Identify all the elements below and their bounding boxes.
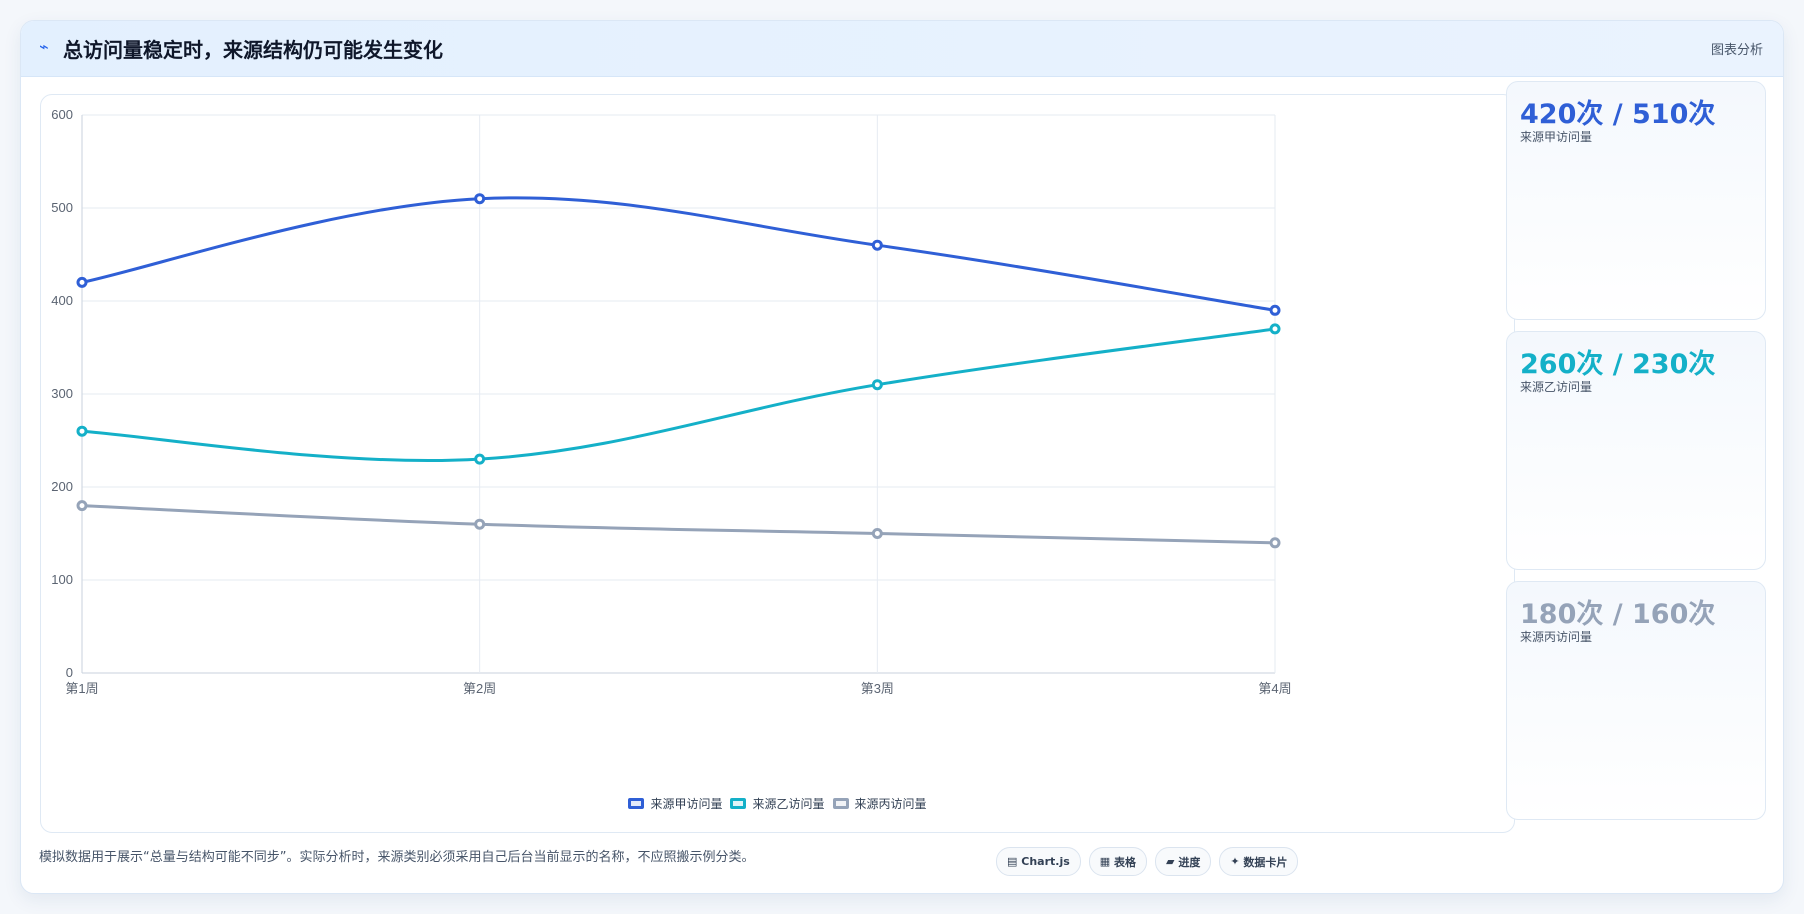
chart-icon: ▤ [1007,855,1018,868]
data-point [1269,304,1281,316]
kpi-card-b: 260次 / 230次 来源乙访问量 [1506,331,1766,570]
data-point [1269,537,1281,549]
kpi-value: 260次 / 230次 [1520,349,1716,380]
data-point [76,500,88,512]
legend-label: 来源丙访问量 [854,797,927,811]
kpi-label: 来源丙访问量 [1520,630,1593,644]
card-icon: ✦ [1230,855,1240,868]
legend-swatch [730,798,747,809]
series-line [81,504,1276,545]
card-header: ⌁ 总访问量稳定时，来源结构仍可能发生变化 图表分析 [21,21,1783,77]
chart-legend: 来源甲访问量 来源乙访问量 来源丙访问量 [41,795,1514,812]
series-line [81,327,1276,462]
data-point [76,276,88,288]
table-icon: ▦ [1099,855,1111,868]
data-point [871,379,883,391]
pill-label: 数据卡片 [1243,855,1288,869]
legend-swatch [628,798,645,809]
category-tag: 图表分析 [1710,43,1763,58]
pill-data-card[interactable]: ✦ 数据卡片 [1219,847,1299,876]
pill-progress[interactable]: ▰ 进度 [1155,847,1212,876]
x-tick-label: 第2周 [463,681,496,696]
progress-icon: ▰ [1166,855,1175,868]
data-point [474,518,486,530]
data-point [1269,323,1281,335]
y-tick-label: 100 [51,572,73,587]
pill-label: 进度 [1178,855,1201,869]
pill-label: Chart.js [1021,855,1070,868]
x-tick-label: 第3周 [861,681,894,696]
y-tick-label: 300 [51,386,73,401]
line-chart: 0 100 200 300 400 500 600 第1周 第2周 第3周 第4周 [51,107,1291,696]
legend-item[interactable]: 来源甲访问量 [628,795,722,812]
legend-label: 来源乙访问量 [752,797,825,811]
legend-item[interactable]: 来源乙访问量 [730,795,825,812]
kpi-value: 180次 / 160次 [1520,599,1716,630]
y-tick-label: 500 [51,200,73,215]
kpi-card-c: 180次 / 160次 来源丙访问量 [1506,581,1766,820]
chart-trend-icon: ⌁ [39,37,49,56]
y-tick-label: 0 [66,665,73,680]
kpi-label: 来源甲访问量 [1520,130,1593,144]
line-chart-panel: 0 100 200 300 400 500 600 第1周 第2周 第3周 第4周 来源甲访问量 来源… [40,94,1515,833]
kpi-label: 来源乙访问量 [1520,380,1593,394]
kpi-card-a: 420次 / 510次 来源甲访问量 [1506,81,1766,320]
pill-label: 表格 [1114,855,1137,869]
y-tick-label: 400 [51,293,73,308]
x-tick-label: 第4周 [1258,681,1291,696]
data-point [871,528,883,539]
data-point [474,453,486,465]
legend-swatch [832,798,849,809]
footer-note: 模拟数据用于展示“总量与结构可能不同步”。实际分析时，来源类别必须采用自己后台当… [39,850,755,865]
series-line [81,196,1276,312]
data-point [474,193,486,205]
page-title: 总访问量稳定时，来源结构仍可能发生变化 [63,38,443,62]
tech-pills: ▤ Chart.js ▦ 表格 ▰ 进度 ✦ 数据卡片 [996,847,1299,876]
data-point [871,239,883,251]
chart-card: ⌁ 总访问量稳定时，来源结构仍可能发生变化 图表分析 0 100 200 300 400… [20,20,1784,894]
y-tick-label: 200 [51,479,73,494]
y-tick-label: 600 [51,107,73,122]
pill-table[interactable]: ▦ 表格 [1088,847,1148,876]
data-point [76,425,88,437]
pill-chartjs[interactable]: ▤ Chart.js [996,847,1081,876]
legend-label: 来源甲访问量 [650,797,723,811]
x-tick-label: 第1周 [65,681,98,696]
kpi-value: 420次 / 510次 [1520,99,1716,130]
legend-item[interactable]: 来源丙访问量 [832,795,927,812]
